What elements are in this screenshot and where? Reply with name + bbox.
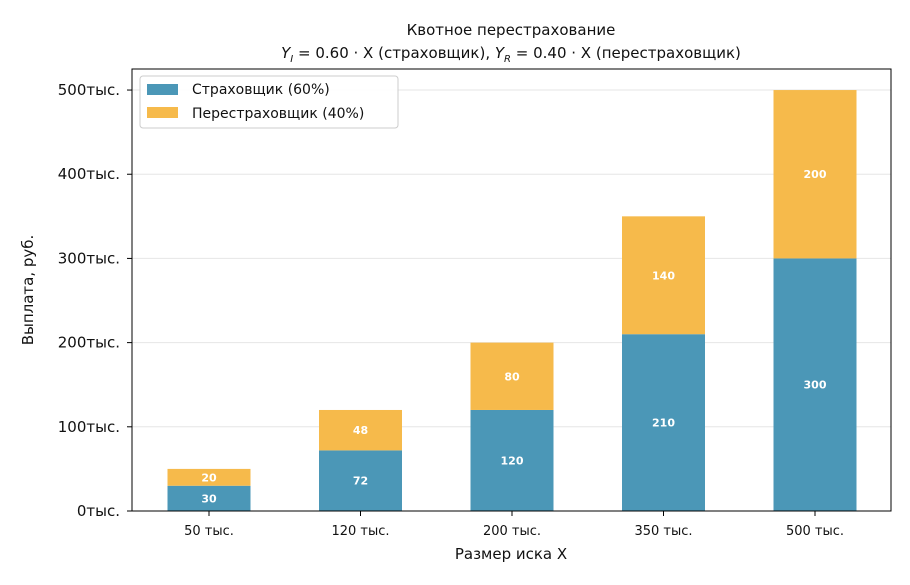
bars-layer xyxy=(167,90,857,511)
data-label-reinsurer-4: 200 xyxy=(804,168,827,181)
bar-insurer-0 xyxy=(167,485,251,511)
legend-label-reinsurer: Перестраховщик (40%) xyxy=(192,106,364,122)
data-label-insurer-3: 210 xyxy=(652,417,675,430)
y-tick-label-5: 500тыс. xyxy=(58,81,120,99)
subtitle-yr-role: (перестраховщик) xyxy=(591,44,741,62)
subtitle-yr-sub: R xyxy=(504,54,511,65)
x-axis-label: Размер иска X xyxy=(455,545,567,563)
x-tick-label-2: 200 тыс. xyxy=(483,524,541,539)
chart-title: Квотное перестрахование xyxy=(407,21,616,39)
bar-reinsurer-2 xyxy=(470,342,554,410)
data-label-insurer-4: 300 xyxy=(804,379,827,392)
y-tick-label-3: 300тыс. xyxy=(58,249,120,267)
y-tick-label-4: 400тыс. xyxy=(58,165,120,183)
bar-reinsurer-0 xyxy=(167,468,251,486)
subtitle-yi-sub: I xyxy=(290,54,293,65)
data-label-insurer-1: 72 xyxy=(353,475,368,488)
legend-swatch-reinsurer xyxy=(147,107,178,118)
x-tick-label-0: 50 тыс. xyxy=(184,524,234,539)
legend: Страховщик (60%) Перестраховщик (40%) xyxy=(139,75,399,129)
subtitle-yi-var: Y xyxy=(281,44,292,62)
subtitle-yi-expr: = 0.60 · X xyxy=(293,44,373,62)
data-label-reinsurer-0: 20 xyxy=(201,471,217,484)
bar-insurer-1 xyxy=(319,450,402,511)
bar-insurer-3 xyxy=(622,334,705,511)
y-ticks-layer: 0тыс. 100тыс. 200тыс. 300тыс. 400тыс. 500тыс. xyxy=(58,81,132,520)
subtitle-yi-role: (страховщик), xyxy=(373,44,495,62)
legend-frame xyxy=(139,75,399,129)
bar-reinsurer-3 xyxy=(622,216,705,335)
legend-swatch-insurer xyxy=(147,84,178,95)
bar-insurer-2 xyxy=(470,409,554,511)
data-label-reinsurer-3: 140 xyxy=(652,269,675,282)
legend-label-insurer: Страховщик (60%) xyxy=(192,82,330,98)
data-label-insurer-2: 120 xyxy=(501,454,524,467)
data-label-insurer-0: 30 xyxy=(201,492,217,505)
data-labels-layer: 30 20 72 48 120 80 210 140 300 200 xyxy=(201,168,826,505)
x-tick-label-3: 350 тыс. xyxy=(634,524,692,539)
y-tick-label-0: 0тыс. xyxy=(77,502,120,520)
subtitle-yr-var: Y xyxy=(495,44,506,62)
bar-reinsurer-4 xyxy=(773,90,857,259)
y-axis-label: Выплата, руб. xyxy=(19,235,37,346)
x-ticks-layer: 50 тыс. 120 тыс. 200 тыс. 350 тыс. 500 тыс. xyxy=(184,511,844,539)
subtitle-yr-expr: = 0.40 · X xyxy=(511,44,591,62)
x-tick-label-4: 500 тыс. xyxy=(786,524,844,539)
data-label-reinsurer-2: 80 xyxy=(504,370,520,383)
y-tick-label-2: 200тыс. xyxy=(58,334,120,352)
chart-subtitle: YI = 0.60 · X (страховщик), YR = 0.40 · … xyxy=(281,44,741,65)
data-label-reinsurer-1: 48 xyxy=(353,424,368,437)
x-tick-label-1: 120 тыс. xyxy=(331,524,389,539)
bar-reinsurer-1 xyxy=(319,409,402,451)
y-tick-label-1: 100тыс. xyxy=(58,418,120,436)
bar-insurer-4 xyxy=(773,258,857,511)
